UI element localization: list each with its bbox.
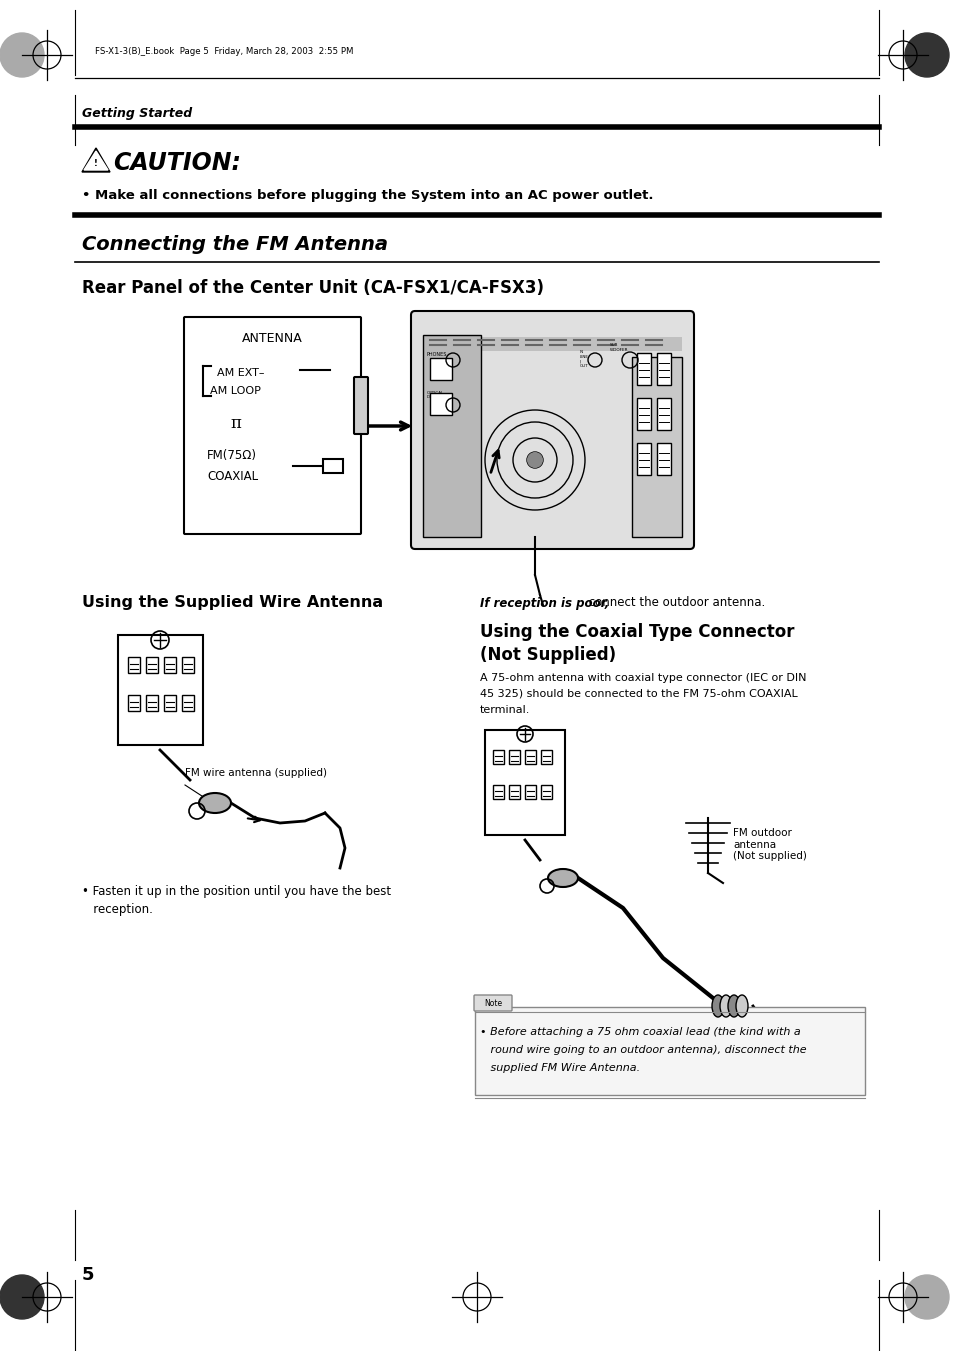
Bar bbox=[524, 750, 536, 765]
Bar bbox=[182, 657, 193, 673]
Bar bbox=[422, 336, 681, 351]
Bar bbox=[146, 657, 158, 673]
Bar bbox=[493, 750, 503, 765]
Bar bbox=[422, 335, 480, 536]
Text: FM wire antenna (supplied): FM wire antenna (supplied) bbox=[185, 767, 327, 778]
Text: Coaxial cable: Coaxial cable bbox=[747, 1071, 817, 1081]
Text: (Not Supplied): (Not Supplied) bbox=[479, 646, 616, 663]
Bar bbox=[493, 785, 503, 798]
Text: • Fasten it up in the position until you have the best: • Fasten it up in the position until you… bbox=[82, 885, 391, 898]
FancyBboxPatch shape bbox=[184, 317, 360, 534]
Text: (on the side panel): (on the side panel) bbox=[200, 517, 298, 528]
Bar bbox=[540, 750, 552, 765]
Bar bbox=[637, 443, 650, 476]
Text: round wire going to an outdoor antenna), disconnect the: round wire going to an outdoor antenna),… bbox=[479, 1046, 806, 1055]
Bar bbox=[657, 353, 670, 385]
Text: reception.: reception. bbox=[82, 904, 152, 916]
Circle shape bbox=[0, 32, 44, 77]
FancyBboxPatch shape bbox=[484, 730, 564, 835]
Ellipse shape bbox=[711, 994, 723, 1017]
Ellipse shape bbox=[547, 869, 578, 888]
Text: CAUTION:: CAUTION: bbox=[112, 151, 241, 176]
Bar bbox=[128, 694, 140, 711]
Text: Connecting the FM Antenna: Connecting the FM Antenna bbox=[82, 235, 388, 254]
Bar bbox=[540, 785, 552, 798]
Text: IN
LINE
|
OUT: IN LINE | OUT bbox=[579, 350, 588, 367]
Text: 5: 5 bbox=[82, 1266, 94, 1283]
Text: Using the Supplied Wire Antenna: Using the Supplied Wire Antenna bbox=[82, 596, 383, 611]
Text: If reception is poor,: If reception is poor, bbox=[479, 597, 609, 609]
Text: terminal.: terminal. bbox=[479, 705, 530, 715]
Text: Note: Note bbox=[483, 998, 501, 1008]
Text: FS-X1-3(B)_E.book  Page 5  Friday, March 28, 2003  2:55 PM: FS-X1-3(B)_E.book Page 5 Friday, March 2… bbox=[95, 47, 354, 57]
Text: !: ! bbox=[94, 159, 98, 169]
Bar bbox=[509, 785, 519, 798]
Bar bbox=[128, 657, 140, 673]
Ellipse shape bbox=[199, 793, 231, 813]
FancyBboxPatch shape bbox=[354, 377, 368, 434]
Bar bbox=[637, 399, 650, 430]
Bar bbox=[323, 459, 343, 473]
Polygon shape bbox=[84, 151, 108, 170]
Text: OPTICAL
DIGITAL OUT: OPTICAL DIGITAL OUT bbox=[427, 390, 453, 400]
Text: A 75-ohm antenna with coaxial type connector (IEC or DIN: A 75-ohm antenna with coaxial type conne… bbox=[479, 673, 805, 684]
Text: FM outdoor
antenna
(Not supplied): FM outdoor antenna (Not supplied) bbox=[732, 828, 806, 861]
Bar bbox=[509, 750, 519, 765]
Text: connect the outdoor antenna.: connect the outdoor antenna. bbox=[584, 597, 764, 609]
Text: FM(75Ω): FM(75Ω) bbox=[207, 450, 256, 462]
Bar bbox=[146, 694, 158, 711]
Text: COAXIAL: COAXIAL bbox=[207, 470, 258, 482]
Text: π: π bbox=[230, 415, 240, 431]
Text: • Make all connections before plugging the System into an AC power outlet.: • Make all connections before plugging t… bbox=[82, 189, 653, 201]
Bar bbox=[164, 694, 175, 711]
Text: AM EXT–: AM EXT– bbox=[216, 367, 264, 378]
FancyBboxPatch shape bbox=[475, 1006, 864, 1096]
Ellipse shape bbox=[735, 994, 747, 1017]
Text: PHONES: PHONES bbox=[427, 353, 447, 358]
Circle shape bbox=[904, 1275, 948, 1319]
Bar bbox=[524, 785, 536, 798]
Circle shape bbox=[0, 1275, 44, 1319]
Bar bbox=[430, 358, 452, 380]
Polygon shape bbox=[82, 149, 110, 172]
Bar bbox=[182, 694, 193, 711]
Text: 45 325) should be connected to the FM 75-ohm COAXIAL: 45 325) should be connected to the FM 75… bbox=[479, 689, 797, 698]
FancyBboxPatch shape bbox=[411, 311, 693, 549]
Bar bbox=[164, 657, 175, 673]
Text: Rear Panel of the Center Unit (CA-FSX1/CA-FSX3): Rear Panel of the Center Unit (CA-FSX1/C… bbox=[82, 280, 543, 297]
Text: ANTENNA: ANTENNA bbox=[241, 331, 302, 345]
Text: AM LOOP: AM LOOP bbox=[210, 386, 260, 396]
Ellipse shape bbox=[720, 994, 731, 1017]
Bar bbox=[657, 443, 670, 476]
Bar bbox=[657, 399, 670, 430]
FancyBboxPatch shape bbox=[474, 994, 512, 1011]
Text: Using the Coaxial Type Connector: Using the Coaxial Type Connector bbox=[479, 623, 794, 640]
Text: Getting Started: Getting Started bbox=[82, 107, 193, 119]
Circle shape bbox=[904, 32, 948, 77]
Text: SUB
WOOFER: SUB WOOFER bbox=[609, 343, 628, 351]
Bar bbox=[631, 357, 681, 536]
Text: • Before attaching a 75 ohm coaxial lead (the kind with a: • Before attaching a 75 ohm coaxial lead… bbox=[479, 1027, 800, 1038]
Circle shape bbox=[526, 453, 542, 467]
Bar bbox=[430, 393, 452, 415]
Text: supplied FM Wire Antenna.: supplied FM Wire Antenna. bbox=[479, 1063, 639, 1073]
Ellipse shape bbox=[727, 994, 740, 1017]
Bar bbox=[637, 353, 650, 385]
FancyBboxPatch shape bbox=[118, 635, 203, 744]
